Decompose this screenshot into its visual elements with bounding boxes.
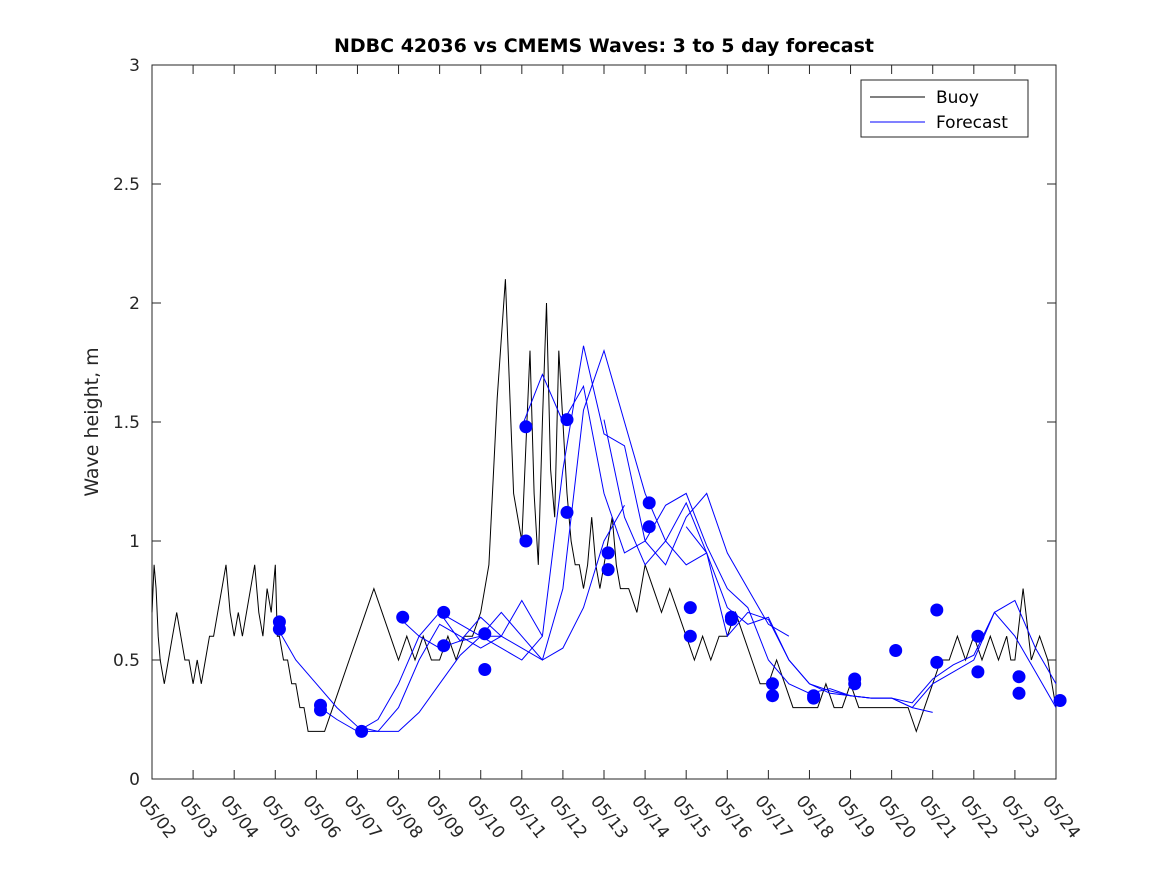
forecast-marker [519,534,533,548]
forecast-marker [724,613,738,626]
forecast-marker [1012,670,1026,684]
x-tick-label: 05/19 [833,792,879,843]
x-tick-label: 05/17 [750,792,796,843]
x-tick-label: 05/05 [257,792,303,843]
forecast-marker [314,703,327,717]
chart-title: NDBC 42036 vs CMEMS Waves: 3 to 5 day fo… [334,35,874,57]
y-tick-label: 2 [129,294,140,314]
plot-area: 00.511.522.53 05/0205/0305/0405/0505/060… [113,56,1084,843]
x-tick-label: 05/03 [175,792,221,843]
forecast-marker [889,644,903,657]
y-tick-label: 1 [129,532,140,552]
forecast-line-2 [357,505,625,732]
x-tick-label: 05/02 [134,792,180,843]
x-tick-label: 05/08 [381,792,427,843]
x-tick-label: 05/22 [956,792,1002,843]
forecast-line-7 [685,526,1057,709]
forecast-marker [971,629,985,643]
y-tick-label: 2.5 [113,175,140,195]
legend-forecast-label: Forecast [936,113,1008,133]
y-axis-ticks: 0 0.5 1 1.5 2 2.5 3 [113,56,1056,790]
x-tick-label: 05/04 [216,792,262,843]
forecast-marker [766,689,779,703]
x-tick-label: 05/07 [340,792,386,843]
y-axis-label: Wave height, m [81,347,103,496]
forecast-marker [1053,694,1067,707]
forecast-marker [683,629,697,643]
forecast-marker [355,724,369,738]
forecast-marker [560,413,574,427]
forecast-marker [971,665,985,679]
y-tick-label: 1.5 [113,413,140,433]
x-tick-label: 05/06 [298,792,344,843]
forecast-marker [601,563,615,577]
forecast-marker [683,601,697,615]
y-tick-label: 0 [129,770,140,790]
legend: Buoy Forecast [860,79,1029,138]
buoy-line [151,279,1057,733]
forecast-marker [848,677,862,691]
y-tick-label: 3 [129,56,140,76]
forecast-line-0 [274,624,502,732]
x-tick-label: 05/12 [545,792,591,843]
x-tick-label: 05/16 [709,792,755,843]
forecast-marker [766,677,779,691]
forecast-marker [396,610,410,624]
forecast-marker [478,663,492,676]
x-tick-label: 05/21 [915,792,961,843]
x-tick-label: 05/18 [792,792,838,843]
x-tick-label: 05/20 [874,792,920,843]
forecast-marker [601,546,615,560]
forecast-marker [930,603,944,617]
buoy-series [151,279,1057,733]
forecast-marker [272,622,286,636]
x-tick-label: 05/13 [586,792,632,843]
forecast-marker [560,505,574,519]
forecast-markers [272,413,1067,738]
x-tick-label: 05/11 [504,792,550,843]
forecast-line-4 [439,345,790,661]
x-tick-label: 05/10 [463,792,509,843]
forecast-marker [519,420,533,434]
forecast-marker [807,691,821,705]
y-tick-label: 0.5 [113,651,140,671]
forecast-marker [478,627,492,641]
forecast-marker [437,639,451,653]
forecast-marker [930,655,944,669]
forecast-marker [437,605,451,619]
x-tick-label: 05/23 [997,792,1043,843]
x-tick-label: 05/14 [627,792,673,843]
x-tick-label: 05/15 [668,792,714,843]
legend-box [860,79,1029,138]
forecast-marker [1012,686,1026,700]
x-tick-label: 05/24 [1038,792,1084,843]
x-tick-label: 05/09 [422,792,468,843]
forecast-marker [642,496,656,510]
forecast-marker [642,520,656,534]
legend-buoy-label: Buoy [936,88,979,108]
